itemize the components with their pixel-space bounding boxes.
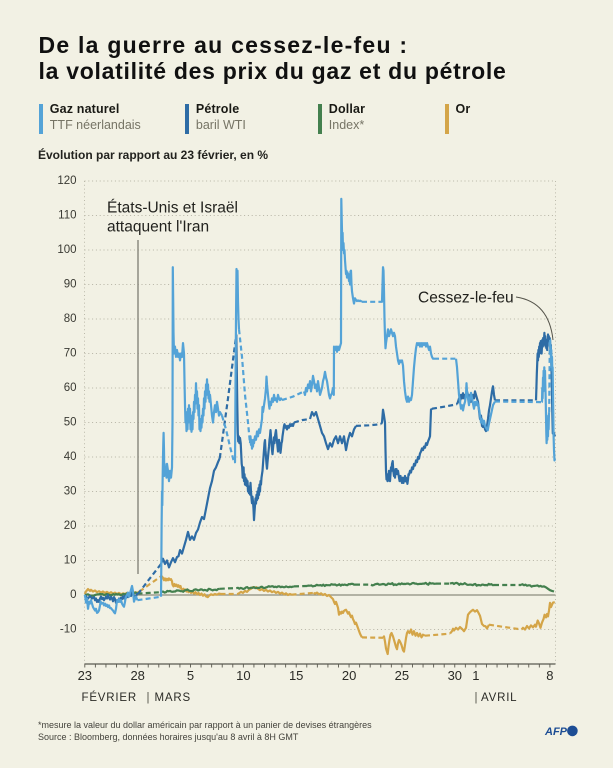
svg-text:80: 80 bbox=[64, 313, 77, 325]
svg-text:8: 8 bbox=[546, 668, 553, 683]
svg-text:50: 50 bbox=[64, 417, 77, 429]
svg-text:20: 20 bbox=[342, 668, 356, 683]
svg-text:0: 0 bbox=[70, 589, 76, 601]
svg-text:10: 10 bbox=[236, 668, 250, 683]
svg-text:60: 60 bbox=[64, 382, 77, 394]
svg-text:-10: -10 bbox=[60, 624, 77, 636]
svg-text:attaquent l'Iran: attaquent l'Iran bbox=[107, 219, 209, 236]
svg-text:|: | bbox=[147, 692, 150, 704]
svg-text:23: 23 bbox=[78, 668, 92, 683]
svg-text:Cessez-le-feu: Cessez-le-feu bbox=[418, 290, 514, 307]
svg-text:90: 90 bbox=[64, 279, 77, 291]
svg-text:FÉVRIER: FÉVRIER bbox=[82, 691, 137, 704]
svg-text:25: 25 bbox=[395, 668, 409, 683]
svg-text:100: 100 bbox=[57, 244, 76, 256]
svg-text:|: | bbox=[475, 692, 478, 704]
svg-text:40: 40 bbox=[64, 451, 77, 463]
svg-text:28: 28 bbox=[130, 668, 144, 683]
svg-text:10: 10 bbox=[64, 555, 77, 567]
svg-text:110: 110 bbox=[58, 210, 76, 222]
svg-text:AVRIL: AVRIL bbox=[481, 692, 517, 704]
svg-text:5: 5 bbox=[187, 668, 194, 683]
svg-text:30: 30 bbox=[448, 668, 462, 683]
svg-text:États-Unis et Israël: États-Unis et Israël bbox=[107, 200, 238, 217]
svg-text:70: 70 bbox=[64, 348, 77, 360]
svg-text:120: 120 bbox=[57, 175, 76, 187]
svg-text:AFP: AFP bbox=[544, 726, 568, 738]
svg-text:1: 1 bbox=[472, 668, 479, 683]
svg-text:30: 30 bbox=[64, 486, 77, 498]
svg-text:20: 20 bbox=[64, 520, 77, 532]
svg-text:MARS: MARS bbox=[155, 692, 191, 704]
svg-text:15: 15 bbox=[289, 668, 303, 683]
